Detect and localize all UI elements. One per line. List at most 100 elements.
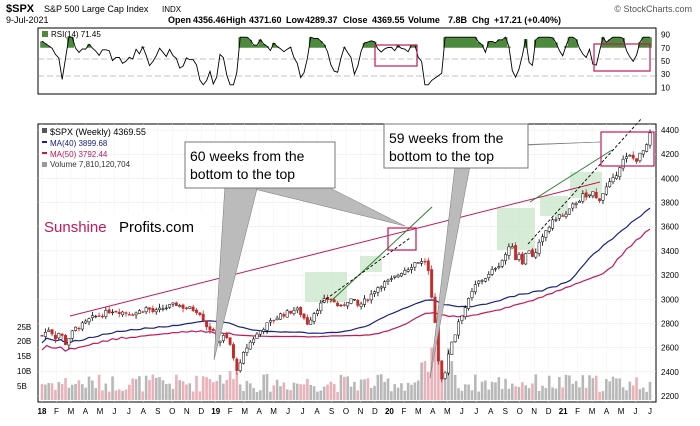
candle-body (178, 305, 182, 308)
low-label: Low (286, 15, 305, 25)
candle-body (527, 250, 531, 254)
volume-bar (57, 382, 61, 400)
volume-bar (289, 390, 292, 400)
volume-bar (336, 391, 339, 400)
candle-body (477, 280, 481, 284)
y-tick-label: 4000 (661, 174, 679, 183)
x-tick-label: 20 (385, 407, 394, 416)
x-tick-label: N (184, 407, 190, 416)
volume-bar (329, 381, 333, 400)
x-tick-label: F (401, 407, 406, 416)
volume-bar (507, 388, 511, 400)
trendline-dashed-2 (527, 117, 643, 245)
x-tick-label: A (141, 407, 147, 416)
consolidation-box (305, 272, 347, 302)
volume-bar (54, 389, 57, 400)
volume-bar (282, 382, 286, 400)
volume-tick-label: 5B (17, 382, 27, 391)
candle-body (376, 287, 380, 293)
volume-bar (534, 374, 538, 400)
volume-bar (346, 376, 349, 400)
annotation-59-weeks: 59 weeks from the bottom to the top (383, 123, 601, 379)
rsi-frame (37, 27, 657, 95)
candle-body (561, 215, 565, 217)
legend-ma50: MA(50) 3792.44 (50, 150, 108, 159)
volume-bar (537, 390, 541, 400)
candle-body (141, 311, 145, 313)
candle-body (638, 152, 642, 162)
x-tick-label: J (634, 407, 638, 416)
candle-body (50, 329, 54, 335)
volume-bar (420, 362, 423, 400)
volume-bar (238, 384, 242, 400)
x-tick-label: J (127, 407, 131, 416)
volume-bar (574, 381, 578, 400)
volume-bar (541, 385, 544, 400)
candle-body (494, 268, 497, 270)
candle-body (299, 307, 303, 315)
volume-bar (608, 381, 611, 400)
candle-body (144, 307, 148, 313)
volume-bar (107, 391, 111, 400)
price-highlight-box-2 (600, 131, 655, 167)
candle-body (84, 320, 88, 324)
volume-tick-label: 15B (17, 352, 31, 361)
candle-body (90, 315, 94, 318)
volume-bar (551, 387, 554, 400)
volume-bar (312, 386, 316, 400)
candle-body (487, 274, 491, 279)
candle-body (258, 330, 262, 335)
volume-bar (416, 380, 420, 400)
volume-bar (635, 377, 638, 400)
candle-body (356, 299, 360, 306)
volume-bar (601, 391, 605, 400)
x-tick-label: M (618, 407, 625, 416)
legend-volume: Volume 7,810,120,704 (50, 160, 131, 169)
rsi-tick-label: 50 (661, 57, 670, 66)
volume-bar (117, 389, 121, 400)
open-label: Open (168, 15, 191, 25)
trendline-green-2 (529, 149, 613, 203)
volume-bar (383, 381, 386, 400)
volume-bar (161, 380, 165, 400)
volume-bar (248, 383, 252, 400)
x-tick-label: M (241, 407, 248, 416)
high-label: High (226, 15, 246, 25)
volume-bar (205, 377, 208, 400)
candle-body (137, 310, 141, 314)
candle-body (423, 261, 427, 263)
candle-body (574, 203, 578, 205)
x-tick-label: A (604, 407, 610, 416)
volume-bar (440, 370, 444, 400)
volume-bar (60, 383, 64, 400)
volume-bar (295, 383, 299, 400)
candle-body (111, 311, 114, 314)
candle-body (64, 335, 67, 345)
candle-body (608, 181, 612, 188)
volume-bar (494, 382, 497, 400)
candle-body (332, 299, 336, 303)
candle-body (292, 310, 296, 314)
volume-bar (178, 380, 182, 400)
volume-bar (70, 384, 74, 400)
candle-body (242, 352, 245, 364)
low-value: 4289.37 (305, 15, 338, 25)
x-tick-label: M (68, 407, 75, 416)
volume-value: 7.8B (448, 15, 468, 25)
volume-bar (47, 383, 51, 400)
x-tick-label: D (372, 407, 378, 416)
candle-body (40, 335, 44, 337)
volume-bar (44, 384, 47, 400)
volume-bar (121, 390, 124, 400)
x-tick-label: F (228, 407, 233, 416)
candle-body (148, 307, 151, 310)
candle-body (534, 252, 538, 258)
candle-body (621, 158, 625, 169)
candle-body (460, 315, 464, 321)
y-tick-label: 3400 (661, 247, 679, 256)
x-tick-label: J (301, 407, 305, 416)
x-tick-label: 21 (559, 407, 568, 416)
rsi-highlight-box-2 (593, 43, 651, 72)
candle-body (366, 299, 370, 301)
